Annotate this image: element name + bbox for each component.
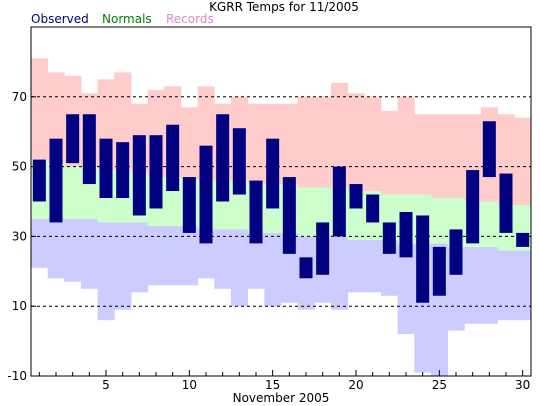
record-high-bar (397, 96, 415, 195)
observed-bar (216, 114, 230, 202)
observed-bar (516, 232, 530, 247)
observed-bar (466, 170, 480, 244)
record-high-bar (414, 114, 432, 195)
record-low-bar (481, 246, 499, 324)
observed-bar (399, 211, 413, 258)
record-low-bar (97, 222, 115, 321)
record-low-bar (64, 218, 82, 282)
observed-bar (316, 222, 330, 275)
record-low-bar (31, 218, 49, 268)
record-high-bar (31, 58, 49, 160)
observed-bar (266, 138, 280, 209)
observed-bar (166, 124, 180, 192)
normal-range-bar (481, 201, 499, 247)
y-tick-label: 50 (12, 160, 27, 174)
observed-bar (66, 114, 80, 164)
record-low-bar (497, 250, 515, 321)
x-tick-label: 20 (348, 378, 363, 392)
record-low-bar (331, 236, 349, 310)
record-low-bar (131, 222, 149, 293)
record-low-bar (364, 239, 382, 293)
observed-bar (99, 138, 113, 199)
record-high-bar (181, 107, 199, 181)
y-axis: -10 10 30 50 70 (7, 90, 36, 383)
plot-frame (30, 26, 532, 377)
legend-records: Records (166, 12, 214, 26)
observed-bar (482, 121, 496, 178)
x-tick-label: 15 (265, 378, 280, 392)
y-tick-label: -10 (7, 369, 27, 383)
record-high-bar (297, 96, 315, 188)
observed-bar (249, 180, 263, 244)
observed-bar (349, 184, 363, 209)
gridlines (31, 96, 531, 307)
observed-bar (199, 145, 213, 244)
x-tick-label: 30 (515, 378, 530, 392)
observed-bar (382, 222, 396, 254)
record-high-bar (247, 103, 265, 185)
record-low-bar (47, 218, 65, 279)
y-tick-label: 10 (12, 299, 27, 313)
x-tick-label: 25 (432, 378, 447, 392)
observed-bar (499, 173, 513, 233)
x-axis: 5 10 15 20 25 30 (38, 370, 530, 392)
record-low-bar (164, 225, 182, 286)
record-low-bar (247, 232, 265, 289)
record-low-bar (214, 229, 232, 289)
observed-bar (232, 128, 246, 195)
record-low-bar (114, 222, 132, 310)
record-high-bar (447, 114, 465, 199)
observed-bar (149, 135, 163, 209)
observed-bar (449, 229, 463, 275)
normal-range-bar (431, 198, 449, 244)
observed-bar (282, 177, 296, 254)
x-tick-label: 5 (102, 378, 110, 392)
record-high-bar (364, 96, 382, 192)
record-low-bar (397, 243, 415, 335)
record-low-bar (81, 218, 99, 289)
observed-bar (332, 166, 346, 237)
observed-bar (82, 114, 96, 185)
record-low-bar (181, 225, 199, 286)
observed-bar (432, 246, 446, 296)
record-low-bar (264, 232, 282, 307)
normal-range-bar (64, 166, 82, 219)
observed-bars (32, 114, 530, 303)
y-tick-label: 30 (12, 229, 27, 243)
observed-bar (182, 177, 196, 233)
record-high-bar (514, 117, 532, 205)
legend-normals: Normals (102, 12, 152, 26)
observed-bar (299, 257, 313, 279)
record-high-bar (281, 103, 299, 185)
record-low-bar (147, 225, 165, 286)
record-low-bar (464, 246, 482, 324)
observed-bar (32, 159, 46, 202)
observed-bar (366, 194, 380, 223)
record-low-bar (347, 239, 365, 293)
record-high-bar (331, 82, 349, 188)
record-high-bar (314, 96, 332, 188)
record-high-bar (347, 93, 365, 192)
observed-bar (132, 135, 146, 216)
record-high-bar (431, 114, 449, 199)
record-low-bar (231, 229, 249, 307)
observed-bar (416, 215, 430, 303)
normal-range-bar (297, 187, 315, 237)
record-low-bar (514, 250, 532, 321)
x-tick-label: 10 (182, 378, 197, 392)
y-tick-label: 70 (12, 90, 27, 104)
record-high-bar (381, 110, 399, 195)
observed-bar (49, 138, 63, 223)
chart-title: KGRR Temps for 11/2005 (209, 0, 359, 14)
observed-bar (116, 142, 130, 199)
legend-observed: Observed (31, 12, 89, 26)
x-axis-label: November 2005 (233, 391, 330, 405)
